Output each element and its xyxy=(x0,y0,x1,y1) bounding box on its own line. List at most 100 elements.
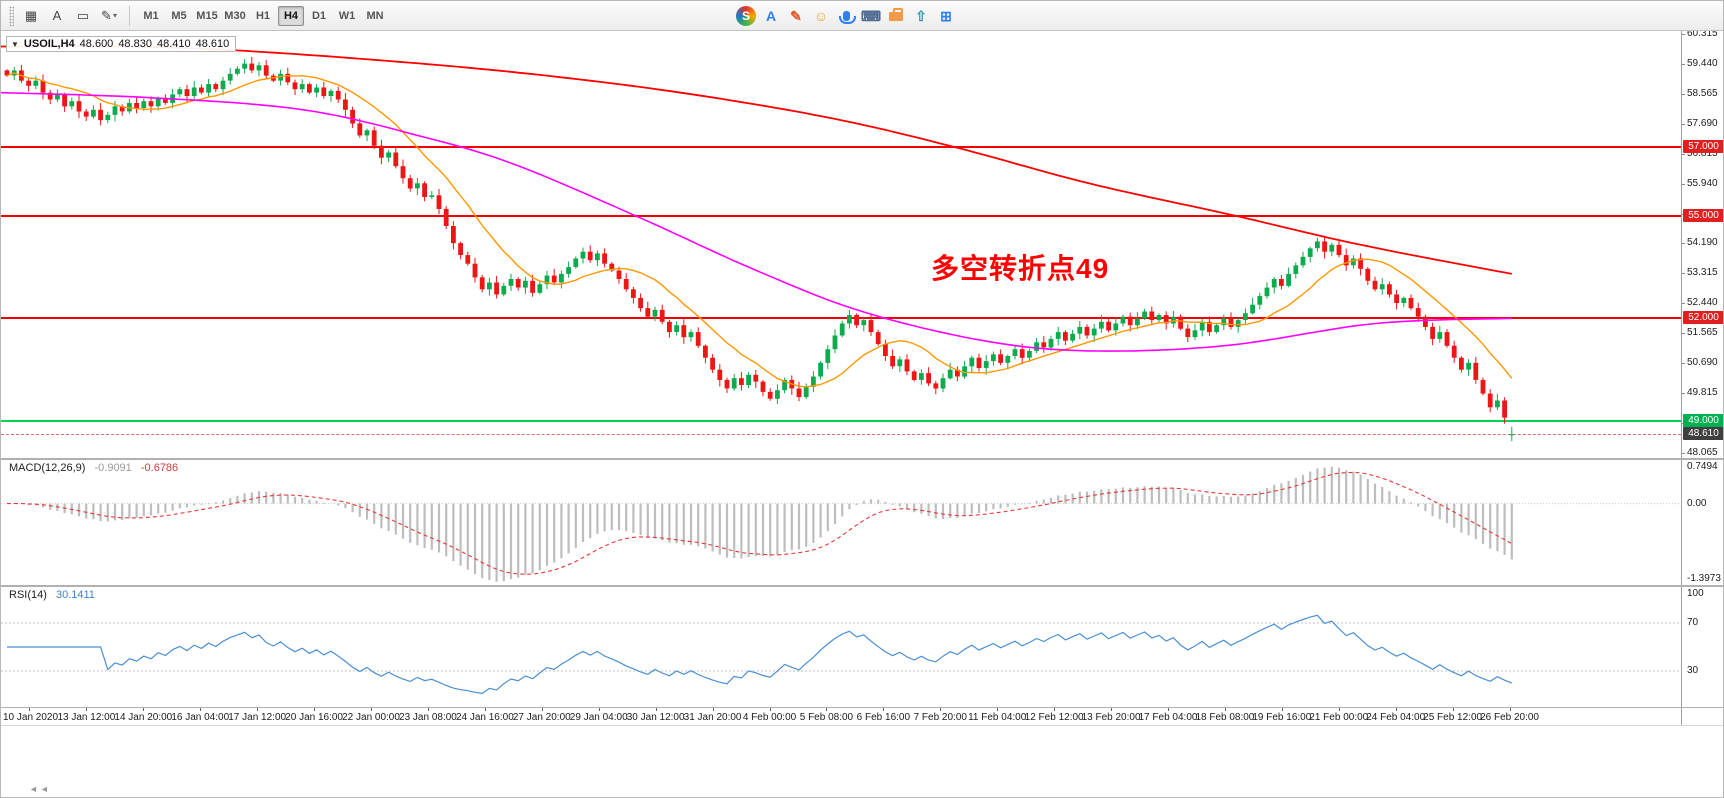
ohlc-high: 48.830 xyxy=(118,38,152,50)
hline-52.000[interactable] xyxy=(1,317,1681,320)
price-tick xyxy=(1682,363,1685,365)
timeframe-button-m30[interactable]: M30 xyxy=(224,9,246,22)
bottom-divider xyxy=(1,725,1723,726)
price-label-49.000[interactable]: 49.000 xyxy=(1683,413,1723,427)
candlestick-chart[interactable] xyxy=(1,31,1681,458)
rsi-indicator-chart[interactable] xyxy=(1,587,1681,707)
rsi-axis-label: 30 xyxy=(1687,665,1699,676)
price-tick-label: 51.565 xyxy=(1687,327,1718,339)
collapse-arrow-icon[interactable]: ▼ xyxy=(11,39,19,49)
charts-grid-icon[interactable]: ▦ xyxy=(24,7,38,23)
time-tick xyxy=(1281,708,1283,711)
price-tick xyxy=(1682,333,1685,335)
toolbar-separator xyxy=(129,5,130,26)
rsi-axis-label: 70 xyxy=(1687,617,1699,628)
hline-49.000[interactable] xyxy=(1,419,1681,422)
text-label-icon[interactable]: ▭ xyxy=(76,7,90,23)
price-tick xyxy=(1682,303,1685,305)
price-tick xyxy=(1682,153,1685,155)
time-tick-label: 20 Jan 16:00 xyxy=(285,712,343,723)
symbol-info-chip[interactable]: ▼ USOIL,H4 48.600 48.830 48.410 48.610 xyxy=(6,36,237,52)
time-tick-label: 13 Jan 12:00 xyxy=(57,712,116,723)
timeframe-button-m15[interactable]: M15 xyxy=(196,9,218,22)
time-tick-label: 26 Feb 20:00 xyxy=(1480,712,1539,723)
time-tick-label: 19 Feb 16:00 xyxy=(1252,712,1312,723)
time-tick xyxy=(655,708,657,711)
price-label-55.000[interactable]: 55.000 xyxy=(1683,208,1723,222)
price-scale-border xyxy=(1681,31,1682,725)
time-tick xyxy=(1509,708,1511,711)
macd-main-value: -0.9091 xyxy=(94,462,132,474)
price-label-57.000[interactable]: 57.000 xyxy=(1683,140,1723,154)
sogou-logo-icon[interactable]: S xyxy=(736,6,756,26)
symbol-label: USOIL,H4 xyxy=(23,38,75,50)
time-axis-divider xyxy=(1,707,1723,708)
macd-indicator-chart[interactable] xyxy=(1,460,1681,585)
price-tick-label: 48.065 xyxy=(1687,446,1718,458)
price-tick-label: 57.690 xyxy=(1687,117,1718,129)
apps-grid-icon[interactable]: ⊞ xyxy=(940,7,952,24)
time-tick xyxy=(940,708,942,711)
time-tick-label: 29 Jan 04:00 xyxy=(569,712,628,723)
macd-name: MACD(12,26,9) xyxy=(9,462,86,474)
price-tick-label: 56.815 xyxy=(1687,147,1718,159)
timeframe-button-m5[interactable]: M5 xyxy=(171,9,187,22)
time-tick xyxy=(826,708,828,711)
toolbox-icon[interactable] xyxy=(886,6,906,26)
time-tick xyxy=(371,708,373,711)
hline-55.000[interactable] xyxy=(1,214,1681,217)
timeframe-button-m1[interactable]: M1 xyxy=(143,9,159,22)
emoji-icon[interactable]: ☺ xyxy=(813,8,829,24)
time-tick xyxy=(1111,708,1113,711)
time-tick xyxy=(1395,708,1397,711)
price-label-52.000[interactable]: 52.000 xyxy=(1683,311,1723,325)
timeframe-button-h4[interactable]: H4 xyxy=(278,5,304,26)
price-tick xyxy=(1682,63,1685,65)
price-scale[interactable]: 60.315 59.440 58.565 57.690 56.815 55.940 55.0… xyxy=(1682,1,1723,797)
skin-share-icon[interactable]: ⇧ xyxy=(915,7,927,24)
time-tick-label: 27 Jan 20:00 xyxy=(512,712,571,723)
rsi-axis-label: 100 xyxy=(1687,588,1704,599)
ime-toolbar: S A ✎ ☺ ⌨ ⇧ ⊞ xyxy=(736,4,956,28)
main-chart-panel[interactable] xyxy=(1,31,1681,458)
timeframe-button-mn[interactable]: MN xyxy=(366,9,384,22)
insert-text-icon[interactable]: A xyxy=(52,8,62,23)
time-tick-label: 5 Feb 08:00 xyxy=(799,712,854,723)
time-tick-label: 4 Feb 00:00 xyxy=(742,712,797,723)
hline-57.000[interactable] xyxy=(1,146,1681,149)
scrollbar-left-arrows[interactable]: ◄◄ xyxy=(29,784,51,794)
macd-axis-label: 0.00 xyxy=(1687,497,1707,509)
rsi-value: 30.1411 xyxy=(55,589,95,601)
macd-panel-divider[interactable] xyxy=(1,458,1723,460)
price-tick-label: 52.440 xyxy=(1687,297,1718,309)
rsi-indicator-label: RSI(14) 30.1411 xyxy=(9,589,95,601)
ohlc-close: 48.610 xyxy=(195,38,230,50)
time-tick-label: 7 Feb 20:00 xyxy=(913,712,967,723)
bottom-margin: ◄◄ xyxy=(1,726,1723,797)
voice-mic-icon[interactable] xyxy=(836,6,856,26)
macd-indicator-label: MACD(12,26,9) -0.9091 -0.6786 xyxy=(9,462,178,474)
time-tick-label: 12 Feb 12:00 xyxy=(1024,712,1084,723)
price-tick-label: 55.940 xyxy=(1687,177,1718,189)
time-tick xyxy=(86,708,88,711)
timeframe-button-d1[interactable]: D1 xyxy=(311,9,327,22)
time-tick-label: 13 Feb 20:00 xyxy=(1081,712,1141,723)
chart-annotation-text[interactable]: 多空转折点49 xyxy=(931,253,1110,284)
time-tick-label: 23 Jan 08:00 xyxy=(399,712,457,723)
draw-tools-icon[interactable]: ✎ ▾ xyxy=(101,7,117,23)
current-price-label: 48.610 xyxy=(1683,427,1723,441)
time-tick-label: 6 Feb 16:00 xyxy=(856,712,911,723)
price-tick-label: 60.315 xyxy=(1687,28,1718,39)
toolbar-grip[interactable] xyxy=(9,5,14,26)
timeframe-button-w1[interactable]: W1 xyxy=(338,9,356,22)
time-tick xyxy=(427,708,429,711)
soft-keyboard-icon[interactable]: ⌨ xyxy=(860,7,882,24)
time-tick-label: 11 Feb 04:00 xyxy=(968,712,1027,723)
chart-tools-group: ▦ A ▭ ✎ ▾ xyxy=(18,5,122,27)
handwrite-pen-icon[interactable]: ✎ xyxy=(790,7,802,24)
rsi-panel-divider[interactable] xyxy=(1,585,1723,587)
time-scale[interactable]: 10 Jan 2020 13 Jan 12:00 14 Jan 20:00 16 Ja… xyxy=(1,708,1681,725)
input-mode-icon[interactable]: A xyxy=(765,8,777,24)
price-tick-label: 59.440 xyxy=(1687,57,1718,69)
timeframe-button-h1[interactable]: H1 xyxy=(255,9,271,22)
